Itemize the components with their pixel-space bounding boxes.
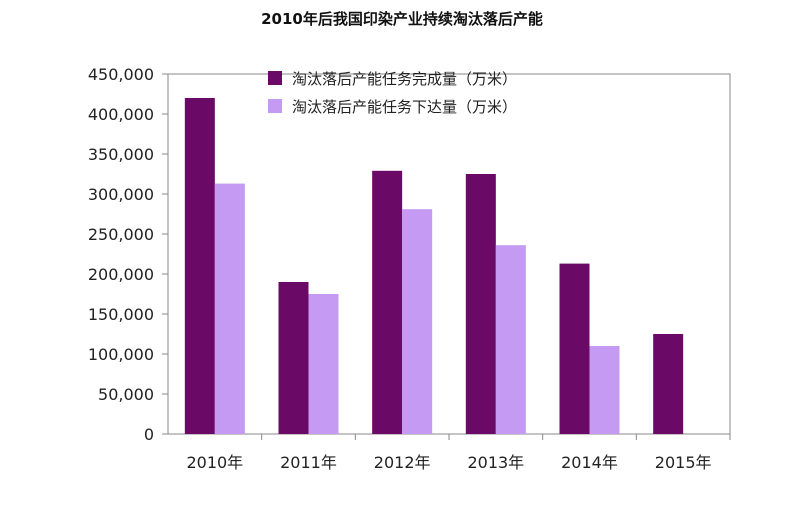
chart-legend: 淘汰落后产能任务完成量（万米） 淘汰落后产能任务下达量（万米） xyxy=(268,64,517,120)
y-tick-label: 0 xyxy=(144,425,154,444)
plot-area-frame xyxy=(167,73,731,435)
y-tick-label: 50,000 xyxy=(98,385,154,404)
bar-completed-2010年 xyxy=(184,98,215,434)
bar-completed-2015年 xyxy=(653,334,684,434)
legend-item-assigned: 淘汰落后产能任务下达量（万米） xyxy=(268,92,517,120)
bar-assigned-2010年 xyxy=(214,183,245,434)
bar-assigned-2013年 xyxy=(495,245,526,434)
y-tick-label: 450,000 xyxy=(88,65,154,84)
legend-label-completed: 淘汰落后产能任务完成量（万米） xyxy=(292,69,518,88)
y-axis-ticks: 0 50,000 100,000 150,000 200,000 250,000 300,0… xyxy=(88,65,168,444)
y-tick-label: 400,000 xyxy=(88,105,154,124)
bar-series xyxy=(184,98,684,435)
y-tick-label: 250,000 xyxy=(88,225,154,244)
legend-swatch-completed xyxy=(268,71,282,85)
legend-label-assigned: 淘汰落后产能任务下达量（万米） xyxy=(292,97,518,116)
x-tick-label: 2014年 xyxy=(561,453,618,472)
x-tick-label: 2012年 xyxy=(374,453,431,472)
plot-border xyxy=(167,73,731,435)
x-axis-labels: 2010年 2011年 2012年 2013年 2014年 2015年 xyxy=(186,434,731,472)
bar-completed-2013年 xyxy=(465,174,496,434)
x-tick-label: 2011年 xyxy=(280,453,337,472)
y-tick-label: 150,000 xyxy=(88,305,154,324)
x-tick-label: 2010年 xyxy=(186,453,243,472)
bar-assigned-2012年 xyxy=(402,209,433,434)
y-tick-label: 350,000 xyxy=(88,145,154,164)
y-tick-label: 200,000 xyxy=(88,265,154,284)
y-tick-label: 100,000 xyxy=(88,345,154,364)
legend-swatch-assigned xyxy=(268,99,282,113)
legend-item-completed: 淘汰落后产能任务完成量（万米） xyxy=(268,64,517,92)
x-tick-label: 2013年 xyxy=(467,453,524,472)
bar-assigned-2014年 xyxy=(589,346,620,434)
bar-assigned-2011年 xyxy=(308,294,339,434)
bar-completed-2011年 xyxy=(278,282,309,434)
bar-completed-2012年 xyxy=(372,170,403,435)
chart-title: 2010年后我国印染产业持续淘汰落后产能 xyxy=(261,10,543,28)
y-tick-label: 300,000 xyxy=(88,185,154,204)
bar-completed-2014年 xyxy=(559,263,590,434)
x-tick-label: 2015年 xyxy=(655,453,712,472)
